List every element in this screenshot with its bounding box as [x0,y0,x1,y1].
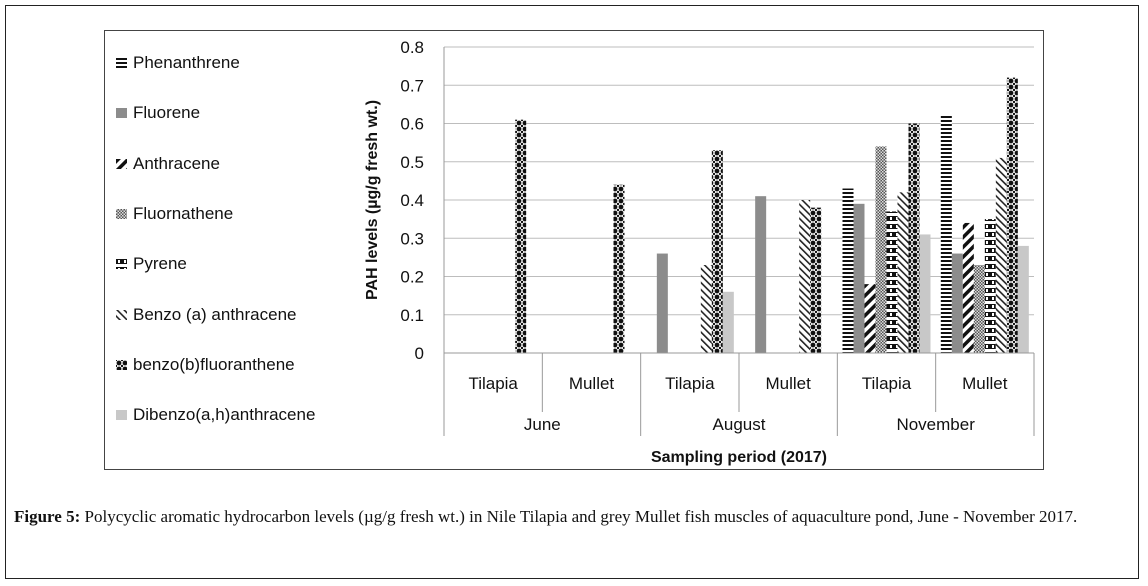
bar-phenanthrene [842,188,854,353]
caption-text: Polycyclic aromatic hydrocarbon levels (… [84,507,1078,526]
bar-benzo-b-fluoranthene [711,150,723,353]
legend-swatch [116,410,127,421]
x-category-label: Tilapia [862,374,912,393]
legend-label: Anthracene [133,153,220,173]
bar-benzo-a-anthracene [995,157,1007,353]
legend-swatch [116,359,127,370]
bar-dibenzo-a-h-anthracene [722,291,734,353]
y-tick-label: 0.1 [400,306,424,325]
figure-frame [5,5,1139,579]
x-axis-title: Sampling period (2017) [651,449,827,466]
legend-item: Benzo (a) anthracene [116,304,297,326]
y-tick-label: 0 [415,344,424,363]
bar-benzo-b-fluoranthene [810,207,822,353]
legend-swatch-fill [116,108,127,119]
x-group-label: June [524,415,561,434]
x-category-label: Mullet [765,374,811,393]
y-tick-label: 0.6 [400,115,424,134]
bar-pyrene [886,211,898,353]
legend-swatch [116,309,127,320]
bar-fluorene [853,203,865,353]
bar-benzo-a-anthracene [799,200,811,353]
bar-fluornathene [875,146,887,353]
bar-fluornathene [973,265,985,353]
legend-swatch [116,259,127,270]
legend-swatch-fill [116,410,127,421]
legend-label: Phenanthrene [133,53,240,72]
legend-label: Fluorene [133,103,201,123]
legend-label: Pyrene [133,254,187,274]
legend-label: Dibenzo(a,h)anthracene [133,405,316,425]
x-group-label: August [713,415,766,434]
bar-benzo-a-anthracene [700,265,712,353]
legend-swatch-fill [116,158,127,169]
x-category-label: Mullet [962,374,1008,393]
bar-benzo-b-fluoranthene [908,123,920,353]
y-tick-label: 0.4 [400,191,424,210]
legend-item: Pyrene [116,253,187,275]
y-tick-label: 0.3 [400,229,424,248]
legend-item: Dibenzo(a,h)anthracene [116,404,315,426]
legend-item: Anthracene [116,153,220,175]
legend-item: Fluornathene [116,203,233,225]
x-category-label: Tilapia [468,374,518,393]
legend-swatch [116,108,127,119]
bar-benzo-b-fluoranthene [1006,77,1018,353]
y-tick-label: 0.7 [400,76,424,95]
caption-label: Figure 5: [14,507,81,526]
legend-label: Benzo (a) anthracene [133,304,297,324]
legend-swatch [116,208,127,219]
legend-item: Fluorene [116,102,200,124]
bar-anthracene [962,222,974,353]
x-category-label: Tilapia [665,374,715,393]
bar-fluorene [656,253,668,353]
bar-benzo-b-fluoranthene [613,184,625,353]
legend-swatch-fill [116,309,127,320]
bar-fluorene [755,196,767,353]
bar-benzo-a-anthracene [897,192,909,353]
bar-phenanthrene [940,115,952,353]
bar-anthracene [864,284,876,353]
x-group-label: November [896,415,975,434]
bar-fluorene [951,253,963,353]
legend-swatch [116,58,127,68]
legend-swatch-fill [116,58,127,68]
bar-dibenzo-a-h-anthracene [919,234,931,353]
y-axis-title: PAH levels (µg/g fresh wt.) [364,100,381,300]
y-tick-label: 0.5 [400,153,424,172]
bar-pyrene [984,219,996,353]
y-tick-label: 0.8 [400,38,424,57]
legend-swatch-fill [116,259,127,270]
legend-swatch-fill [116,359,127,370]
legend-swatch-fill [116,208,127,219]
legend-label: benzo(b)fluoranthene [133,354,295,374]
bar-benzo-b-fluoranthene [515,119,527,353]
y-tick-label: 0.2 [400,268,424,287]
legend-label: Fluornathene [133,203,234,223]
figure-caption: Figure 5: Polycyclic aromatic hydrocarbo… [14,505,1130,529]
bar-dibenzo-a-h-anthracene [1017,245,1029,353]
x-category-label: Mullet [569,374,615,393]
legend-swatch [116,158,127,169]
legend-item: benzo(b)fluoranthene [116,354,295,376]
legend-item: Phenanthrene [116,52,240,74]
